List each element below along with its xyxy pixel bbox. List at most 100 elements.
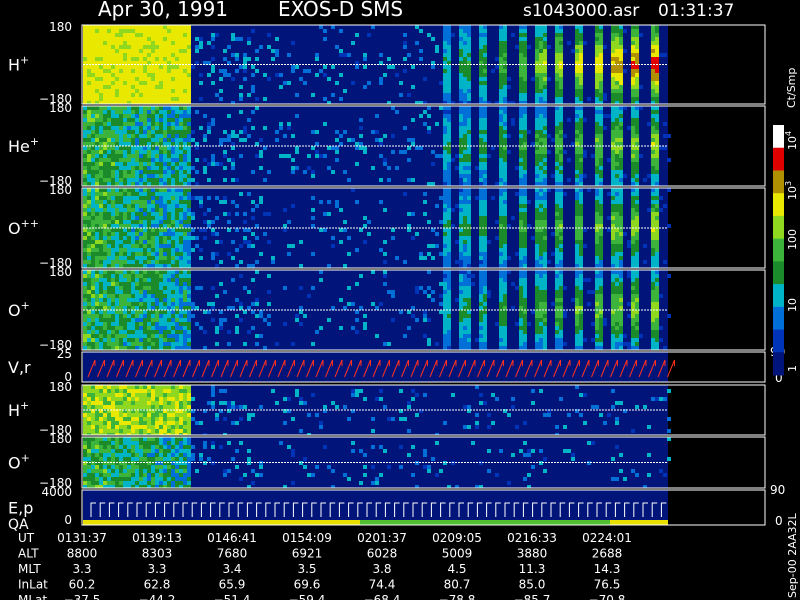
spectrogram-cell: [251, 85, 255, 89]
spectrogram-cell: [539, 310, 543, 314]
spectrogram-cell: [443, 85, 447, 89]
spectrogram-cell: [543, 77, 547, 81]
spectrogram-cell: [523, 106, 527, 110]
spectrogram-cell: [439, 302, 443, 306]
spectrogram-cell: [199, 326, 203, 330]
spectrogram-cell: [535, 248, 539, 252]
spectrogram-cell: [183, 126, 187, 130]
spectrogram-cell: [103, 274, 107, 278]
spectrogram-cell: [467, 33, 471, 37]
spectrogram-cell: [103, 57, 107, 61]
spectrogram-cell: [131, 106, 135, 110]
spectrogram-cell: [127, 338, 131, 342]
spectrogram-cell: [555, 61, 559, 65]
spectrogram-cell: [87, 174, 91, 178]
spectrogram-cell: [559, 154, 563, 158]
spectrogram-cell: [599, 196, 603, 200]
spectrogram-cell: [115, 278, 119, 282]
spectrogram-cell: [179, 57, 183, 61]
spectrogram-cell: [467, 290, 471, 294]
spectrogram-cell: [255, 57, 259, 61]
spectrogram-cell: [575, 204, 579, 208]
spectrogram-cell: [483, 318, 487, 322]
spectrogram-cell: [535, 224, 539, 228]
spectrogram-cell: [107, 57, 111, 61]
spectrogram-cell: [83, 150, 87, 154]
spectrogram-cell: [615, 256, 619, 260]
spectrogram-cell: [331, 146, 335, 150]
spectrogram-cell: [171, 65, 175, 69]
spectrogram-cell: [171, 29, 175, 33]
spectrogram-cell: [619, 298, 623, 302]
spectrogram-cell: [579, 182, 583, 186]
spectrogram-cell: [615, 244, 619, 248]
spectrogram-cell: [575, 208, 579, 212]
spectrogram-cell: [255, 334, 259, 338]
spectrogram-cell: [243, 310, 247, 314]
spectrogram-cell: [175, 240, 179, 244]
spectrogram-cell: [463, 290, 467, 294]
spectrogram-cell: [135, 166, 139, 170]
spectrogram-cell: [479, 93, 483, 97]
spectrogram-cell: [447, 220, 451, 224]
spectrogram-cell: [131, 216, 135, 220]
spectrogram-cell: [123, 97, 127, 101]
spectrogram-cell: [103, 130, 107, 134]
spectrogram-cell: [611, 110, 615, 114]
spectrogram-cell: [87, 306, 91, 310]
spectrogram-cell: [499, 138, 503, 142]
spectrogram-cell: [183, 270, 187, 274]
spectrogram-cell: [99, 93, 103, 97]
spectrogram-cell: [483, 170, 487, 174]
spectrogram-cell: [131, 220, 135, 224]
spectrogram-cell: [495, 101, 499, 104]
spectrogram-cell: [483, 73, 487, 77]
spectrogram-cell: [195, 306, 199, 310]
spectrogram-cell: [167, 220, 171, 224]
spectrogram-cell: [559, 244, 563, 248]
spectrogram-cell: [95, 166, 99, 170]
spectrogram-cell: [539, 306, 543, 310]
spectrogram-cell: [127, 101, 131, 104]
spectrogram-cell: [187, 294, 191, 298]
spectrogram-cell: [171, 270, 175, 274]
spectrogram-cell: [651, 248, 655, 252]
spectrogram-cell: [579, 298, 583, 302]
spectrogram-cell: [599, 232, 603, 236]
spectrogram-cell: [483, 85, 487, 89]
spectrogram-cell: [419, 256, 423, 260]
spectrogram-cell: [95, 248, 99, 252]
spectrogram-cell: [423, 101, 427, 104]
spectrogram-cell: [103, 188, 107, 192]
spectrogram-cell: [179, 142, 183, 146]
spectrogram-cell: [167, 53, 171, 57]
spectrogram-cell: [447, 130, 451, 134]
spectrogram-cell: [315, 73, 319, 77]
spectrogram-cell: [175, 286, 179, 290]
spectrogram-cell: [159, 278, 163, 282]
spectrogram-cell: [655, 278, 659, 282]
spectrogram-cell: [195, 182, 199, 186]
spectrogram-cell: [463, 45, 467, 49]
spectrogram-cell: [135, 178, 139, 182]
spectrogram-cell: [575, 29, 579, 33]
spectrogram-cell: [187, 330, 191, 334]
spectrogram-cell: [479, 25, 483, 29]
spectrogram-cell: [463, 166, 467, 170]
spectrogram-cell: [135, 182, 139, 186]
spectrogram-cell: [651, 162, 655, 166]
spectrogram-cell: [615, 224, 619, 228]
spectrogram-cell: [151, 77, 155, 81]
spectrogram-cell: [427, 126, 431, 130]
spectrogram-cell: [159, 114, 163, 118]
spectrogram-cell: [651, 256, 655, 260]
spectrogram-cell: [599, 326, 603, 330]
spectrogram-cell: [555, 264, 559, 268]
spectrogram-cell: [151, 334, 155, 338]
spectrogram-cell: [543, 126, 547, 130]
spectrogram-cell: [431, 65, 435, 69]
spectrogram-cell: [555, 126, 559, 130]
spectrogram-cell: [483, 81, 487, 85]
spectrogram-cell: [423, 110, 427, 114]
spectrogram-cell: [119, 178, 123, 182]
